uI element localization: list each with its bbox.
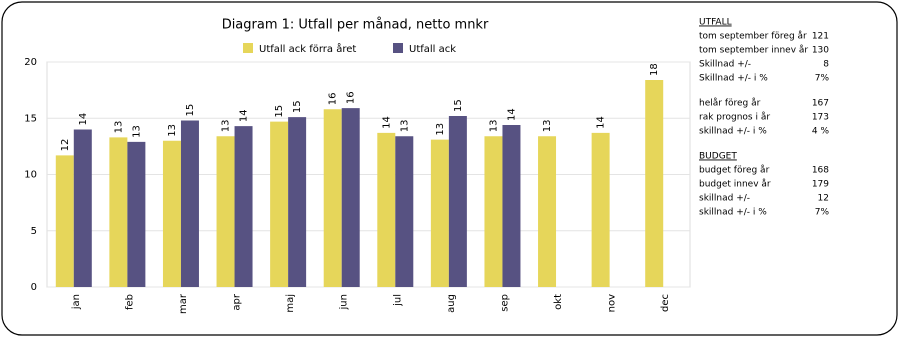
bar [502, 125, 521, 287]
bar [127, 141, 146, 287]
y-tick-label: 5 [31, 226, 37, 237]
legend-swatch [393, 43, 403, 53]
value-label: 18 [649, 63, 660, 76]
bar [323, 109, 342, 287]
bar [180, 120, 199, 287]
bar [377, 132, 396, 287]
value-label: 13 [167, 124, 178, 137]
x-tick-label: jul [392, 294, 403, 307]
x-tick-label: jan [71, 294, 82, 310]
value-label: 13 [131, 125, 142, 138]
value-label: 14 [78, 113, 89, 126]
row-label: skillnad +/- i % [699, 127, 767, 137]
chart-title: Diagram 1: Utfall per månad, netto mnkr [222, 18, 489, 33]
value-label: 15 [453, 99, 464, 112]
x-tick-label: dec [660, 294, 671, 312]
legend-label: Utfall ack [409, 44, 456, 55]
row-value: 130 [812, 46, 829, 56]
row-value: 168 [812, 166, 829, 176]
value-label: 16 [346, 91, 357, 104]
bar [216, 136, 235, 287]
row-value: 4 % [812, 127, 830, 137]
x-tick-label: maj [285, 294, 296, 313]
y-tick-label: 10 [24, 170, 37, 181]
row-value: 167 [812, 99, 829, 109]
value-label: 15 [185, 104, 196, 117]
bar [288, 117, 307, 287]
x-tick-label: feb [124, 294, 135, 310]
value-label: 15 [292, 100, 303, 113]
bar [55, 155, 74, 287]
value-label: 13 [435, 123, 446, 136]
bar [73, 129, 92, 287]
x-tick-label: okt [553, 294, 564, 310]
row-label: Skillnad +/- i % [699, 74, 768, 84]
row-value: 7% [815, 208, 830, 218]
row-value: 7% [815, 74, 830, 84]
bar [109, 137, 128, 287]
value-label: 13 [542, 120, 553, 133]
value-label: 13 [488, 120, 499, 133]
value-label: 14 [381, 116, 392, 129]
bar [484, 136, 503, 287]
value-label: 16 [328, 93, 339, 106]
row-value: 179 [812, 180, 829, 190]
legend-swatch [243, 43, 253, 53]
row-label: skillnad +/- [699, 194, 750, 204]
value-label: 13 [399, 120, 410, 133]
value-label: 14 [239, 109, 250, 122]
bar [430, 139, 449, 287]
row-label: skillnad +/- i % [699, 208, 767, 218]
row-label: tom september innev år [699, 45, 808, 56]
bar [341, 108, 360, 287]
value-label: 14 [596, 116, 607, 129]
x-tick-label: mar [178, 293, 189, 314]
value-label: 13 [113, 121, 124, 134]
bar [234, 126, 253, 287]
bar [395, 136, 414, 287]
value-label: 13 [221, 120, 232, 133]
row-label: helår föreg år [699, 98, 761, 109]
bar [645, 80, 664, 287]
bar [162, 140, 181, 287]
row-value: 12 [818, 194, 829, 204]
x-tick-label: aug [446, 294, 457, 313]
section-heading: BUDGET [699, 152, 737, 162]
section-heading: UTFALL [699, 18, 732, 28]
bar [448, 116, 467, 287]
bar [591, 132, 610, 287]
row-label: rak prognos i år [699, 112, 770, 123]
bar [538, 136, 557, 287]
value-label: 15 [274, 105, 285, 118]
row-label: budget föreg år [699, 165, 770, 176]
row-label: budget innev år [699, 179, 771, 190]
value-label: 12 [60, 139, 71, 152]
row-label: Skillnad +/- [699, 60, 751, 70]
row-label: tom september föreg år [699, 31, 807, 42]
y-tick-label: 0 [31, 282, 37, 293]
legend-label: Utfall ack förra året [259, 42, 356, 55]
x-tick-label: apr [232, 293, 243, 310]
x-tick-label: jun [339, 294, 350, 310]
y-tick-label: 20 [24, 57, 37, 68]
bar [270, 121, 289, 287]
value-label: 14 [506, 108, 517, 121]
x-tick-label: sep [499, 294, 510, 312]
row-value: 8 [823, 60, 829, 70]
row-value: 121 [812, 32, 829, 42]
y-tick-label: 15 [24, 113, 37, 124]
x-tick-label: nov [607, 294, 618, 312]
row-value: 173 [812, 113, 829, 123]
